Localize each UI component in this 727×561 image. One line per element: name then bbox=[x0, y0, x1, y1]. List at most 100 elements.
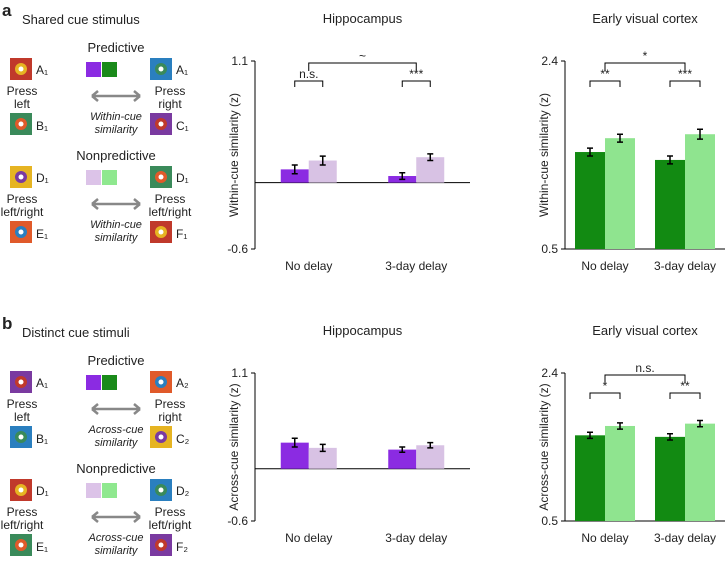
error-bar bbox=[399, 171, 406, 181]
x-tick-label: 3-day delay bbox=[385, 259, 447, 273]
cue-icon-detail bbox=[18, 66, 24, 72]
bar bbox=[605, 138, 635, 249]
y-tick-label: 1.1 bbox=[231, 54, 248, 68]
sig-label: ** bbox=[680, 379, 690, 393]
relation-text: Within-cue bbox=[90, 111, 142, 123]
y-axis-label: Within-cue similarity (z) bbox=[537, 93, 551, 217]
cue-label: D₁ bbox=[176, 171, 189, 185]
group-bracket bbox=[604, 62, 686, 71]
bar bbox=[655, 436, 685, 521]
action-text: Press bbox=[155, 505, 186, 519]
cue-label: C₂ bbox=[176, 432, 190, 446]
cue-label: B₁ bbox=[36, 432, 48, 446]
cue-icon-detail bbox=[158, 66, 164, 72]
y-axis-label: Across-cue similarity (z) bbox=[537, 383, 551, 510]
error-bar bbox=[617, 133, 623, 143]
relation-text: similarity bbox=[95, 124, 139, 136]
action-text: left bbox=[14, 97, 31, 111]
y-axis-label: Within-cue similarity (z) bbox=[227, 93, 241, 217]
cue-icon-detail bbox=[158, 542, 164, 548]
sig-bracket bbox=[669, 392, 701, 399]
cue-label: A₁ bbox=[176, 63, 188, 77]
panel-letter: a bbox=[2, 1, 12, 20]
action-text: Press bbox=[7, 84, 38, 98]
cue-icon-detail bbox=[18, 542, 24, 548]
group-bracket bbox=[308, 62, 417, 71]
y-axis-label: Across-cue similarity (z) bbox=[227, 383, 241, 510]
relation-text: Across-cue bbox=[87, 424, 143, 436]
cue-icon-detail bbox=[158, 379, 164, 385]
error-bar bbox=[667, 433, 673, 441]
x-tick-label: No delay bbox=[285, 531, 332, 545]
panel-letter: b bbox=[2, 314, 12, 333]
error-bar bbox=[291, 164, 298, 175]
color-square bbox=[86, 170, 101, 185]
cue-icon-detail bbox=[18, 487, 24, 493]
cue-label: A₁ bbox=[36, 63, 48, 77]
row-label: Predictive bbox=[87, 40, 144, 55]
relation-text: Across-cue bbox=[87, 532, 143, 544]
x-tick-label: No delay bbox=[581, 259, 628, 273]
group-bracket bbox=[604, 374, 686, 383]
cue-icon-detail bbox=[18, 434, 24, 440]
cue-label: F₂ bbox=[176, 540, 188, 554]
bar bbox=[575, 435, 605, 521]
error-bar bbox=[667, 155, 673, 165]
cue-icon-detail bbox=[158, 434, 164, 440]
row-label: Nonpredictive bbox=[76, 148, 156, 163]
double-arrow bbox=[91, 90, 141, 102]
error-bar bbox=[587, 431, 593, 440]
error-bar bbox=[399, 446, 406, 453]
action-text: Press bbox=[7, 192, 38, 206]
error-bar bbox=[319, 155, 326, 166]
action-text: left/right bbox=[149, 518, 192, 532]
error-bar bbox=[617, 422, 623, 430]
x-tick-label: 3-day delay bbox=[385, 531, 447, 545]
sig-label: * bbox=[603, 379, 608, 393]
chart-title: Early visual cortex bbox=[592, 323, 698, 338]
sig-bracket bbox=[589, 392, 621, 399]
bar bbox=[388, 449, 417, 469]
y-tick-label: 2.4 bbox=[541, 54, 558, 68]
cue-icon-detail bbox=[158, 487, 164, 493]
cue-label: A₂ bbox=[176, 376, 189, 390]
error-bar bbox=[319, 443, 326, 453]
error-bar bbox=[587, 147, 593, 157]
chart-title: Hippocampus bbox=[323, 11, 403, 26]
action-text: Press bbox=[155, 397, 186, 411]
sig-label: ** bbox=[600, 67, 610, 81]
action-text: Press bbox=[7, 397, 38, 411]
relation-text: similarity bbox=[95, 232, 139, 244]
color-square bbox=[102, 62, 117, 77]
y-tick-label: 2.4 bbox=[541, 366, 558, 380]
action-text: left/right bbox=[1, 518, 44, 532]
bar bbox=[605, 425, 635, 521]
sig-bracket bbox=[669, 80, 701, 87]
error-bar bbox=[427, 153, 434, 162]
action-text: right bbox=[158, 410, 182, 424]
bar bbox=[685, 423, 715, 521]
bar bbox=[685, 134, 715, 249]
color-square bbox=[102, 483, 117, 498]
cue-icon-detail bbox=[158, 121, 164, 127]
cue-label: A₁ bbox=[36, 376, 48, 390]
sig-bracket bbox=[589, 80, 621, 87]
action-text: Press bbox=[155, 84, 186, 98]
sig-label: n.s. bbox=[299, 67, 318, 81]
action-text: left/right bbox=[1, 205, 44, 219]
double-arrow bbox=[91, 403, 141, 415]
row-label: Predictive bbox=[87, 353, 144, 368]
bar bbox=[308, 447, 337, 469]
color-square bbox=[102, 170, 117, 185]
cue-label: D₁ bbox=[36, 171, 49, 185]
action-text: Press bbox=[7, 505, 38, 519]
x-tick-label: No delay bbox=[285, 259, 332, 273]
error-bar bbox=[427, 441, 434, 449]
x-tick-label: 3-day delay bbox=[654, 259, 716, 273]
cue-icon-detail bbox=[158, 229, 164, 235]
color-square bbox=[86, 62, 101, 77]
group-label: n.s. bbox=[635, 361, 654, 375]
y-tick-label: 1.1 bbox=[231, 366, 248, 380]
color-square bbox=[86, 375, 101, 390]
